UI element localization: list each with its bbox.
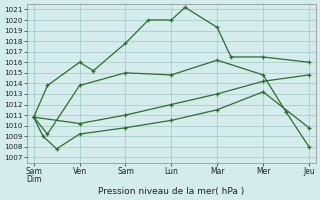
X-axis label: Pression niveau de la mer( hPa ): Pression niveau de la mer( hPa ) xyxy=(98,187,244,196)
